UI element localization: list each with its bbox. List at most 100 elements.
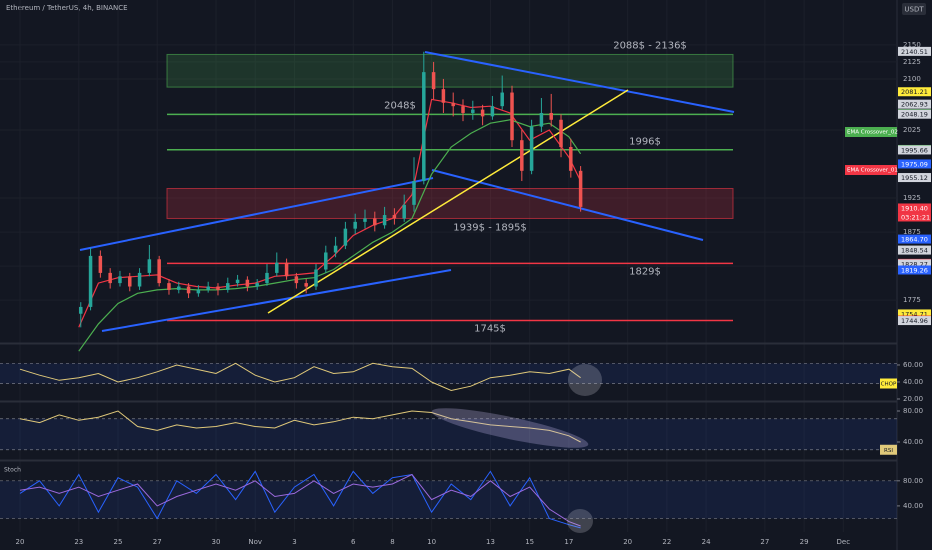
candle-body xyxy=(412,181,416,205)
candle-body xyxy=(108,272,112,284)
y-tick-label: 80.00 xyxy=(903,477,923,485)
price-label-box xyxy=(898,203,931,213)
y-tick-label: 1875 xyxy=(903,228,921,236)
y-tick-label: 20.00 xyxy=(903,395,923,403)
x-tick-label: 24 xyxy=(702,538,711,546)
candle-body xyxy=(226,283,230,290)
x-tick-label: 22 xyxy=(662,538,671,546)
candle-body xyxy=(539,112,544,127)
price-label: 1955.12 xyxy=(901,174,928,182)
x-tick-label: 29 xyxy=(800,538,809,546)
price-label: 1995.66 xyxy=(901,146,928,154)
x-tick-label: 25 xyxy=(114,538,123,546)
legend-label: EMA Crossover_02 xyxy=(847,130,898,136)
indicator-line xyxy=(19,362,581,392)
countdown: 03:21:21 xyxy=(901,213,930,221)
candle-body xyxy=(294,276,299,284)
candle-body xyxy=(147,259,152,273)
indicator-line xyxy=(19,470,581,529)
legend-box xyxy=(845,165,897,175)
candle-body xyxy=(353,221,357,229)
candle-body xyxy=(392,215,397,219)
x-tick-label: 27 xyxy=(153,538,162,546)
x-tick-label: Dec xyxy=(837,538,851,546)
price-label: 1910.40 xyxy=(901,204,928,212)
x-tick-label: 8 xyxy=(390,538,394,546)
trend-line xyxy=(424,51,735,113)
price-label-box xyxy=(898,173,931,183)
price-label: 1754.71 xyxy=(901,310,928,318)
candle-body xyxy=(373,218,377,226)
ema-line xyxy=(78,119,582,352)
candle-body xyxy=(275,262,279,273)
y-tick-label: 1925 xyxy=(903,194,921,202)
indicator-badge xyxy=(880,378,897,389)
x-tick-label: 20 xyxy=(623,538,632,546)
x-tick-label: 23 xyxy=(74,538,83,546)
highlight xyxy=(568,364,602,396)
candle-body xyxy=(216,286,220,290)
price-label-box xyxy=(898,259,931,269)
level-label: 1829$ xyxy=(629,266,661,277)
price-label-box xyxy=(898,316,931,326)
trend-line xyxy=(101,269,452,332)
x-tick-label: 3 xyxy=(292,538,296,546)
candle-body xyxy=(549,112,553,120)
indicator-band xyxy=(0,480,897,519)
highlight xyxy=(431,408,589,448)
legend-box xyxy=(845,127,897,137)
trend-line xyxy=(79,177,434,251)
price-label: 1828.27 xyxy=(901,260,928,268)
currency: USDT xyxy=(904,6,924,14)
candle-body xyxy=(255,283,259,287)
highlight xyxy=(567,509,593,533)
x-tick-label: 30 xyxy=(212,538,221,546)
y-tick-label: 40.00 xyxy=(903,378,923,386)
candle-body xyxy=(441,89,446,103)
price-label-box xyxy=(898,159,931,169)
price-label: 2140.51 xyxy=(901,48,928,56)
y-tick-label: 1775 xyxy=(903,296,921,304)
price-label-box xyxy=(898,109,931,119)
candle-body xyxy=(157,259,161,284)
y-tick-label: 2125 xyxy=(903,58,921,66)
countdown-box xyxy=(898,212,931,222)
price-label-box xyxy=(898,245,931,255)
y-tick-label: 60.00 xyxy=(903,361,923,369)
level-label: 2048$ xyxy=(384,100,416,111)
price-label-box xyxy=(898,99,931,109)
indicators: 60.00 40.00 20.00 CHOP 80.00 40.00 RSI 80.00 40.… xyxy=(0,361,923,529)
indicator-badge xyxy=(880,444,897,455)
candle-body xyxy=(128,276,132,287)
indicator-name: RSI xyxy=(884,448,893,454)
candle-body xyxy=(118,276,122,284)
candle-body xyxy=(402,204,406,219)
axis-labels: 20 23 25 27 30 Nov 3 6 8 10 13 15 17 20 22 24 27 29 Dec 177… xyxy=(16,41,931,546)
candle-body xyxy=(137,272,142,287)
price-label-box xyxy=(898,265,931,275)
candle-body xyxy=(88,255,93,307)
x-tick-label: 13 xyxy=(486,538,495,546)
indicator-line xyxy=(19,410,581,443)
candle-body xyxy=(206,286,210,290)
x-tick-label: 6 xyxy=(351,538,356,546)
indicator-name: Stoch xyxy=(4,467,21,474)
candle-body xyxy=(529,126,534,171)
chart-title: Ethereum / TetherUS, 4h, BINANCE xyxy=(6,4,128,12)
candle-body xyxy=(382,215,387,226)
candle-body xyxy=(324,252,328,270)
price-label: 2062.93 xyxy=(901,101,928,109)
candle-body xyxy=(98,255,103,273)
candle-body xyxy=(431,72,436,90)
candle-body xyxy=(500,92,504,107)
price-label-box xyxy=(898,46,931,56)
price-label-box xyxy=(898,309,931,319)
candle-body xyxy=(177,286,181,290)
level-label: 1745$ xyxy=(474,324,506,335)
candle-body xyxy=(196,289,201,294)
level-label: 1996$ xyxy=(629,137,661,148)
price-label: 2048.19 xyxy=(901,111,928,119)
x-tick-label: 10 xyxy=(427,538,436,546)
candle-body xyxy=(471,109,475,113)
